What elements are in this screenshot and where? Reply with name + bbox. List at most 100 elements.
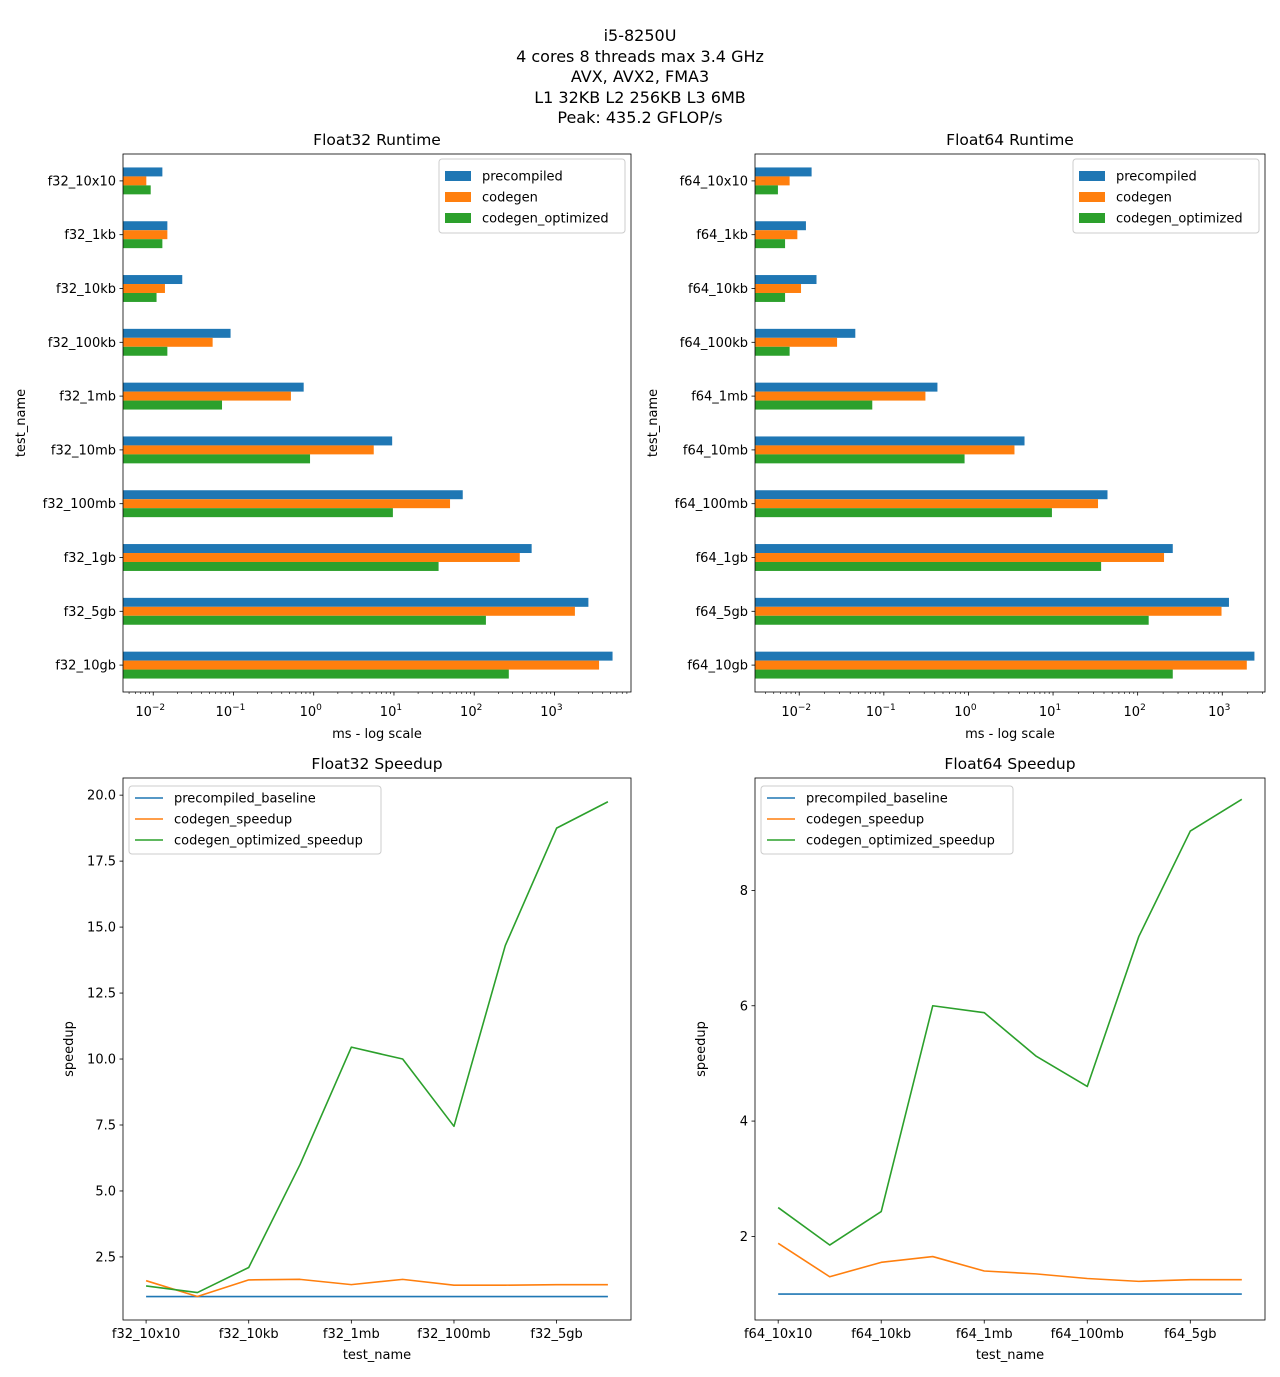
bar-precompiled (123, 490, 463, 500)
legend-swatch (445, 192, 471, 202)
x-tick-label: f64_10kb (851, 1327, 911, 1342)
bar-codegen (123, 606, 575, 616)
y-tick-label: f32_10mb (51, 443, 116, 458)
legend-frame (1072, 158, 1260, 234)
x-tick-label: 100 (300, 703, 323, 720)
bar-codegen (123, 445, 374, 455)
legend-label: codegen_optimized (482, 212, 609, 227)
x-tick-label: 10−1 (216, 703, 246, 720)
bar-precompiled (123, 436, 393, 446)
legend-label: codegen_speedup (174, 813, 292, 828)
y-tick-label: 15.0 (87, 921, 116, 936)
x-tick-label: f32_5gb (530, 1327, 582, 1342)
x-tick-label: f64_1mb (956, 1327, 1013, 1342)
y-tick-label: 5.0 (95, 1184, 116, 1199)
x-tick-label: 100 (954, 703, 977, 720)
bar-codegen (123, 176, 147, 186)
line-codegen_speedup (777, 1242, 1242, 1283)
legend-swatch (1079, 192, 1105, 202)
legend-swatch (1079, 171, 1105, 181)
y-axis-label: speedup (62, 1021, 77, 1077)
bar-codegen (123, 284, 165, 293)
y-tick-label: f32_10kb (56, 282, 116, 297)
bar-codegen (755, 337, 838, 347)
x-tick-label: 10−2 (135, 703, 165, 720)
y-tick-label: f64_10gb (687, 659, 748, 674)
f32_runtime-chart: f32_10x10 f32_1kb f32_10kb f32_100kb f32_1mb… (14, 131, 632, 742)
x-tick-label: 101 (380, 703, 402, 720)
axes-frame (754, 777, 1266, 1321)
bar-codegen_optimized (755, 239, 786, 249)
legend-label: codegen_optimized_speedup (806, 834, 995, 849)
bar-precompiled (123, 597, 589, 607)
suptitle-line: i5-8250U (603, 26, 677, 45)
legend-label: precompiled_baseline (806, 792, 948, 807)
bar-codegen_optimized (755, 669, 1173, 679)
y-axis-label: test_name (646, 389, 661, 457)
y-tick-label: f64_100kb (680, 336, 748, 351)
bar-codegen (755, 660, 1247, 670)
bar-codegen_optimized (123, 346, 168, 356)
x-tick-label: f64_100mb (1051, 1327, 1124, 1342)
suptitle-line: Peak: 435.2 GFLOP/s (557, 108, 723, 128)
bar-codegen_optimized (123, 292, 157, 302)
bar-codegen_optimized (123, 454, 311, 464)
legend: precompiled_baseline codegen_speedupcodeg… (760, 785, 1014, 855)
bar-codegen (755, 499, 1099, 509)
y-tick-label: f32_5gb (64, 605, 116, 620)
chart-title: Float64 Speedup (944, 755, 1075, 773)
bar-precompiled (755, 221, 806, 231)
bar-codegen (755, 606, 1222, 616)
y-tick-label: 2.5 (95, 1250, 116, 1265)
y-tick-label: f32_100mb (43, 497, 116, 512)
y-tick-label: 4 (740, 1115, 748, 1130)
bar-codegen_optimized (755, 292, 786, 302)
f64_speedup-chart: 2 4 6 8 f64_10x10 f64_10kb f64_1mb f64_100mb f64… (694, 755, 1266, 1363)
bar-precompiled (755, 436, 1025, 446)
bar-codegen_optimized (123, 615, 486, 625)
y-tick-label: 2 (740, 1230, 748, 1245)
bar-codegen_optimized (123, 400, 223, 410)
y-tick-label: f32_10gb (55, 659, 116, 674)
legend-label: precompiled_baseline (174, 792, 316, 807)
bar-codegen (123, 391, 291, 401)
bar-codegen (755, 230, 798, 240)
bar-codegen_optimized (755, 615, 1149, 625)
line-codegen_optimized_speedup (777, 798, 1243, 1246)
legend-label: codegen_optimized (1116, 212, 1243, 227)
bar-codegen_optimized (755, 454, 965, 464)
chart-title: Float32 Speedup (311, 755, 442, 773)
x-tick-label: 101 (1039, 703, 1061, 720)
y-tick-label: f64_10kb (688, 282, 748, 297)
bar-precompiled (755, 167, 812, 177)
bar-precompiled (123, 651, 613, 661)
x-axis-label: ms - log scale (332, 727, 422, 742)
y-tick-label: f32_10x10 (48, 174, 116, 189)
bar-codegen_optimized (755, 346, 790, 356)
legend-swatch (445, 213, 471, 223)
legend-swatch (445, 171, 471, 181)
suptitle-line: L1 32KB L2 256KB L3 6MB (534, 87, 746, 107)
axes-frame (122, 153, 632, 693)
y-tick-label: 8 (740, 884, 748, 899)
suptitle-line: AVX, AVX2, FMA3 (570, 67, 710, 87)
figure-suptitle: i5-8250U 4 cores 8 threads max 3.4 GHz A… (0, 26, 1280, 129)
line-codegen_speedup (145, 1278, 608, 1298)
bar-precompiled (755, 382, 938, 392)
x-tick-label: f32_1mb (323, 1327, 380, 1342)
bar-precompiled (123, 328, 231, 338)
bar-codegen (755, 445, 1015, 455)
y-tick-label: 7.5 (95, 1118, 116, 1133)
y-axis-label: speedup (694, 1021, 709, 1077)
axes-frame (754, 153, 1266, 693)
x-tick-label: f32_10kb (219, 1327, 279, 1342)
bar-codegen (755, 391, 926, 401)
bar-precompiled (755, 651, 1255, 661)
y-tick-label: f32_1mb (59, 390, 116, 405)
bar-codegen_optimized (755, 561, 1102, 571)
x-tick-label: f32_100mb (417, 1327, 490, 1342)
bar-codegen_optimized (123, 508, 393, 518)
y-tick-label: 12.5 (87, 987, 116, 1002)
x-tick-label: f64_5gb (1164, 1327, 1216, 1342)
legend-frame (128, 785, 382, 855)
